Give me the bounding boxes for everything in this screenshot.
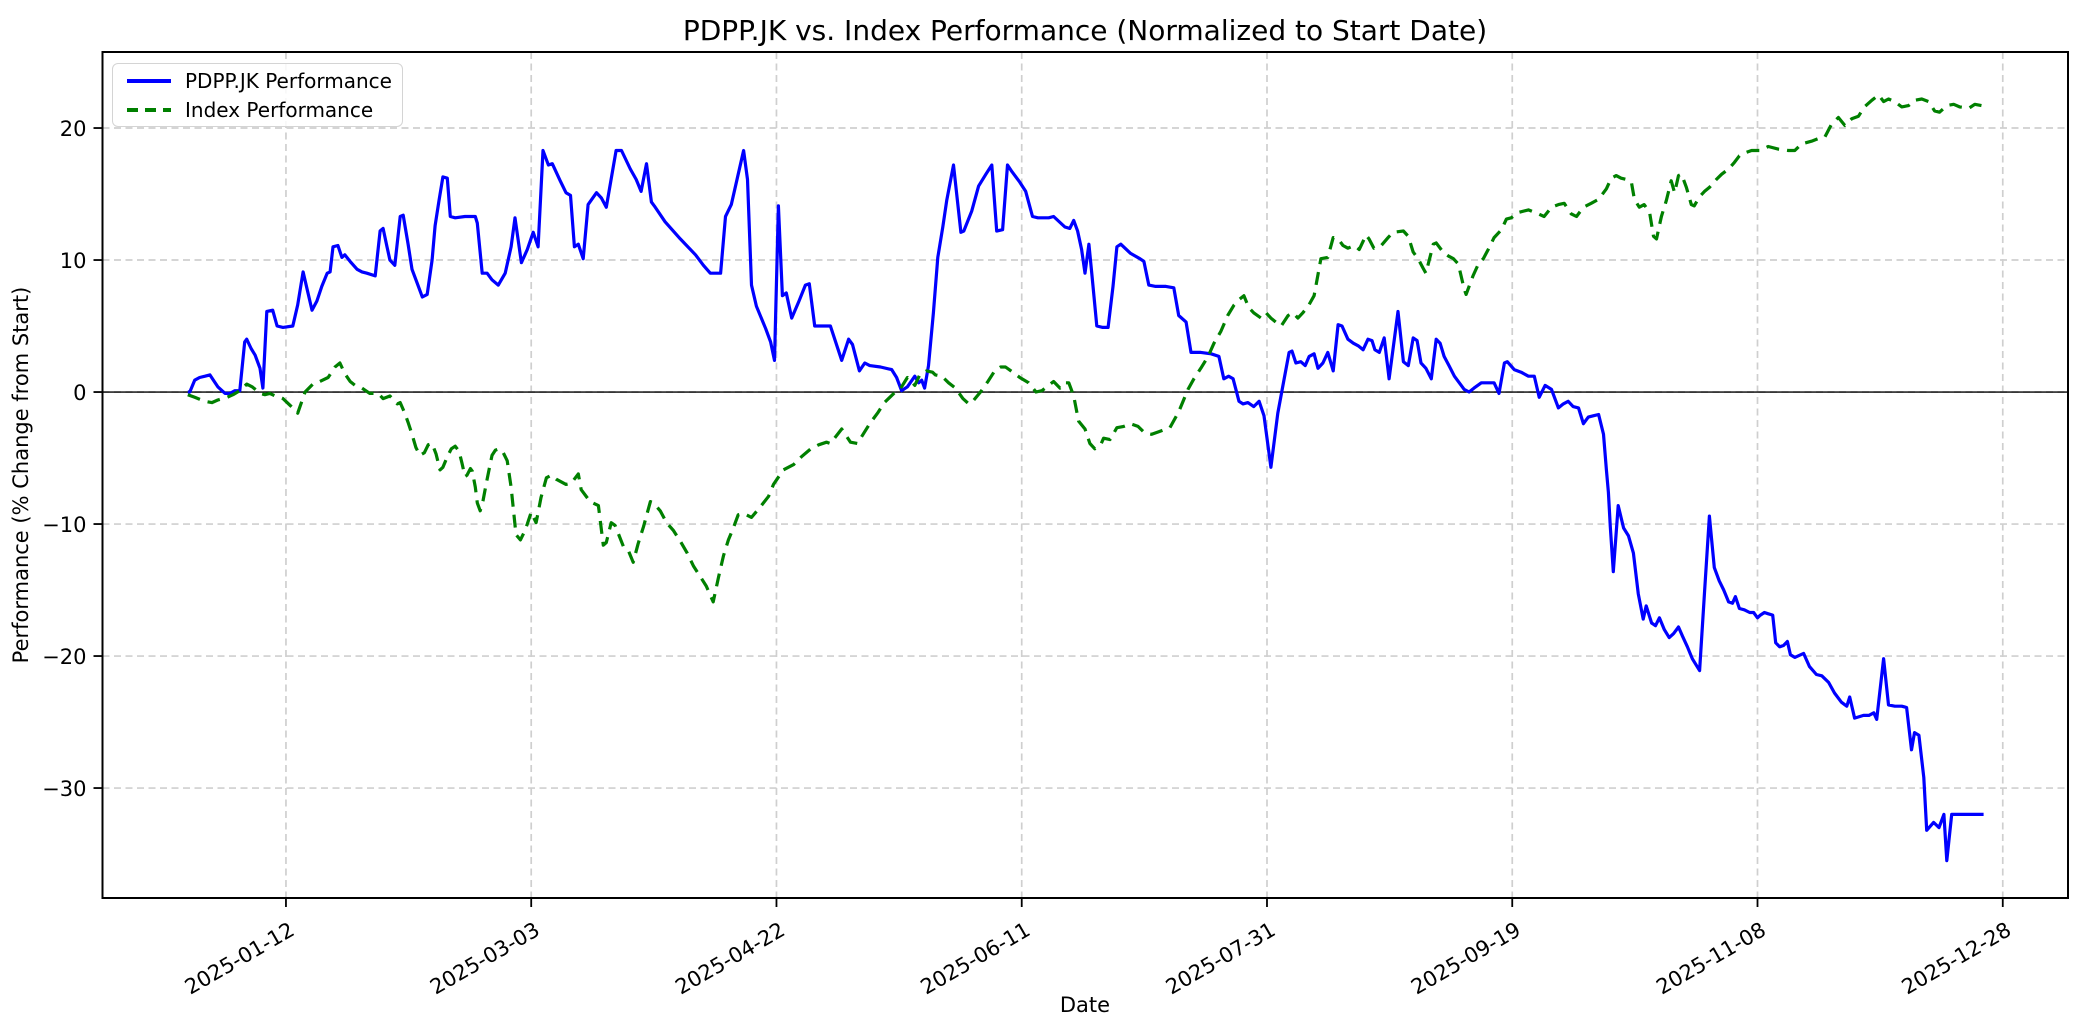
chart-title: PDPP.JK vs. Index Performance (Normalize… <box>683 14 1487 47</box>
y-tick-label: 10 <box>60 249 87 273</box>
y-tick-label: −20 <box>42 645 86 669</box>
y-tick-label: 0 <box>73 381 86 405</box>
y-tick-label: 20 <box>60 117 87 141</box>
index-line-swatch <box>127 107 171 112</box>
legend: PDPP.JK Performance Index Performance <box>112 63 403 127</box>
series-line-pdpp <box>187 148 1984 863</box>
data-series <box>187 93 1984 863</box>
x-tick-label: 2025-11-08 <box>1652 918 1770 1000</box>
grid-lines <box>102 52 2068 898</box>
y-axis-label: Performance (% Change from Start) <box>9 287 33 664</box>
x-tick-label: 2025-01-12 <box>181 918 299 1000</box>
x-tick-label: 2025-04-22 <box>671 918 789 1000</box>
legend-entry-pdpp: PDPP.JK Performance <box>113 66 402 95</box>
y-tick-label: −10 <box>42 513 86 537</box>
x-tick-label: 2025-12-28 <box>1898 918 2016 1000</box>
legend-label-index: Index Performance <box>185 97 374 122</box>
x-tick-label: 2025-09-19 <box>1407 918 1525 1000</box>
legend-entry-index: Index Performance <box>113 95 402 124</box>
plot-border <box>101 51 2069 899</box>
y-tick-label: −30 <box>42 777 86 801</box>
series-line-index <box>187 93 1982 604</box>
x-tick-label: 2025-06-11 <box>917 918 1035 1000</box>
x-tick-label: 2025-03-03 <box>426 918 544 1000</box>
legend-label-pdpp: PDPP.JK Performance <box>185 68 392 93</box>
pdpp-line-swatch <box>127 78 171 83</box>
x-tick-label: 2025-07-31 <box>1162 918 1280 1000</box>
axis-ticks <box>93 127 2004 907</box>
x-axis-label: Date <box>1060 993 1110 1017</box>
